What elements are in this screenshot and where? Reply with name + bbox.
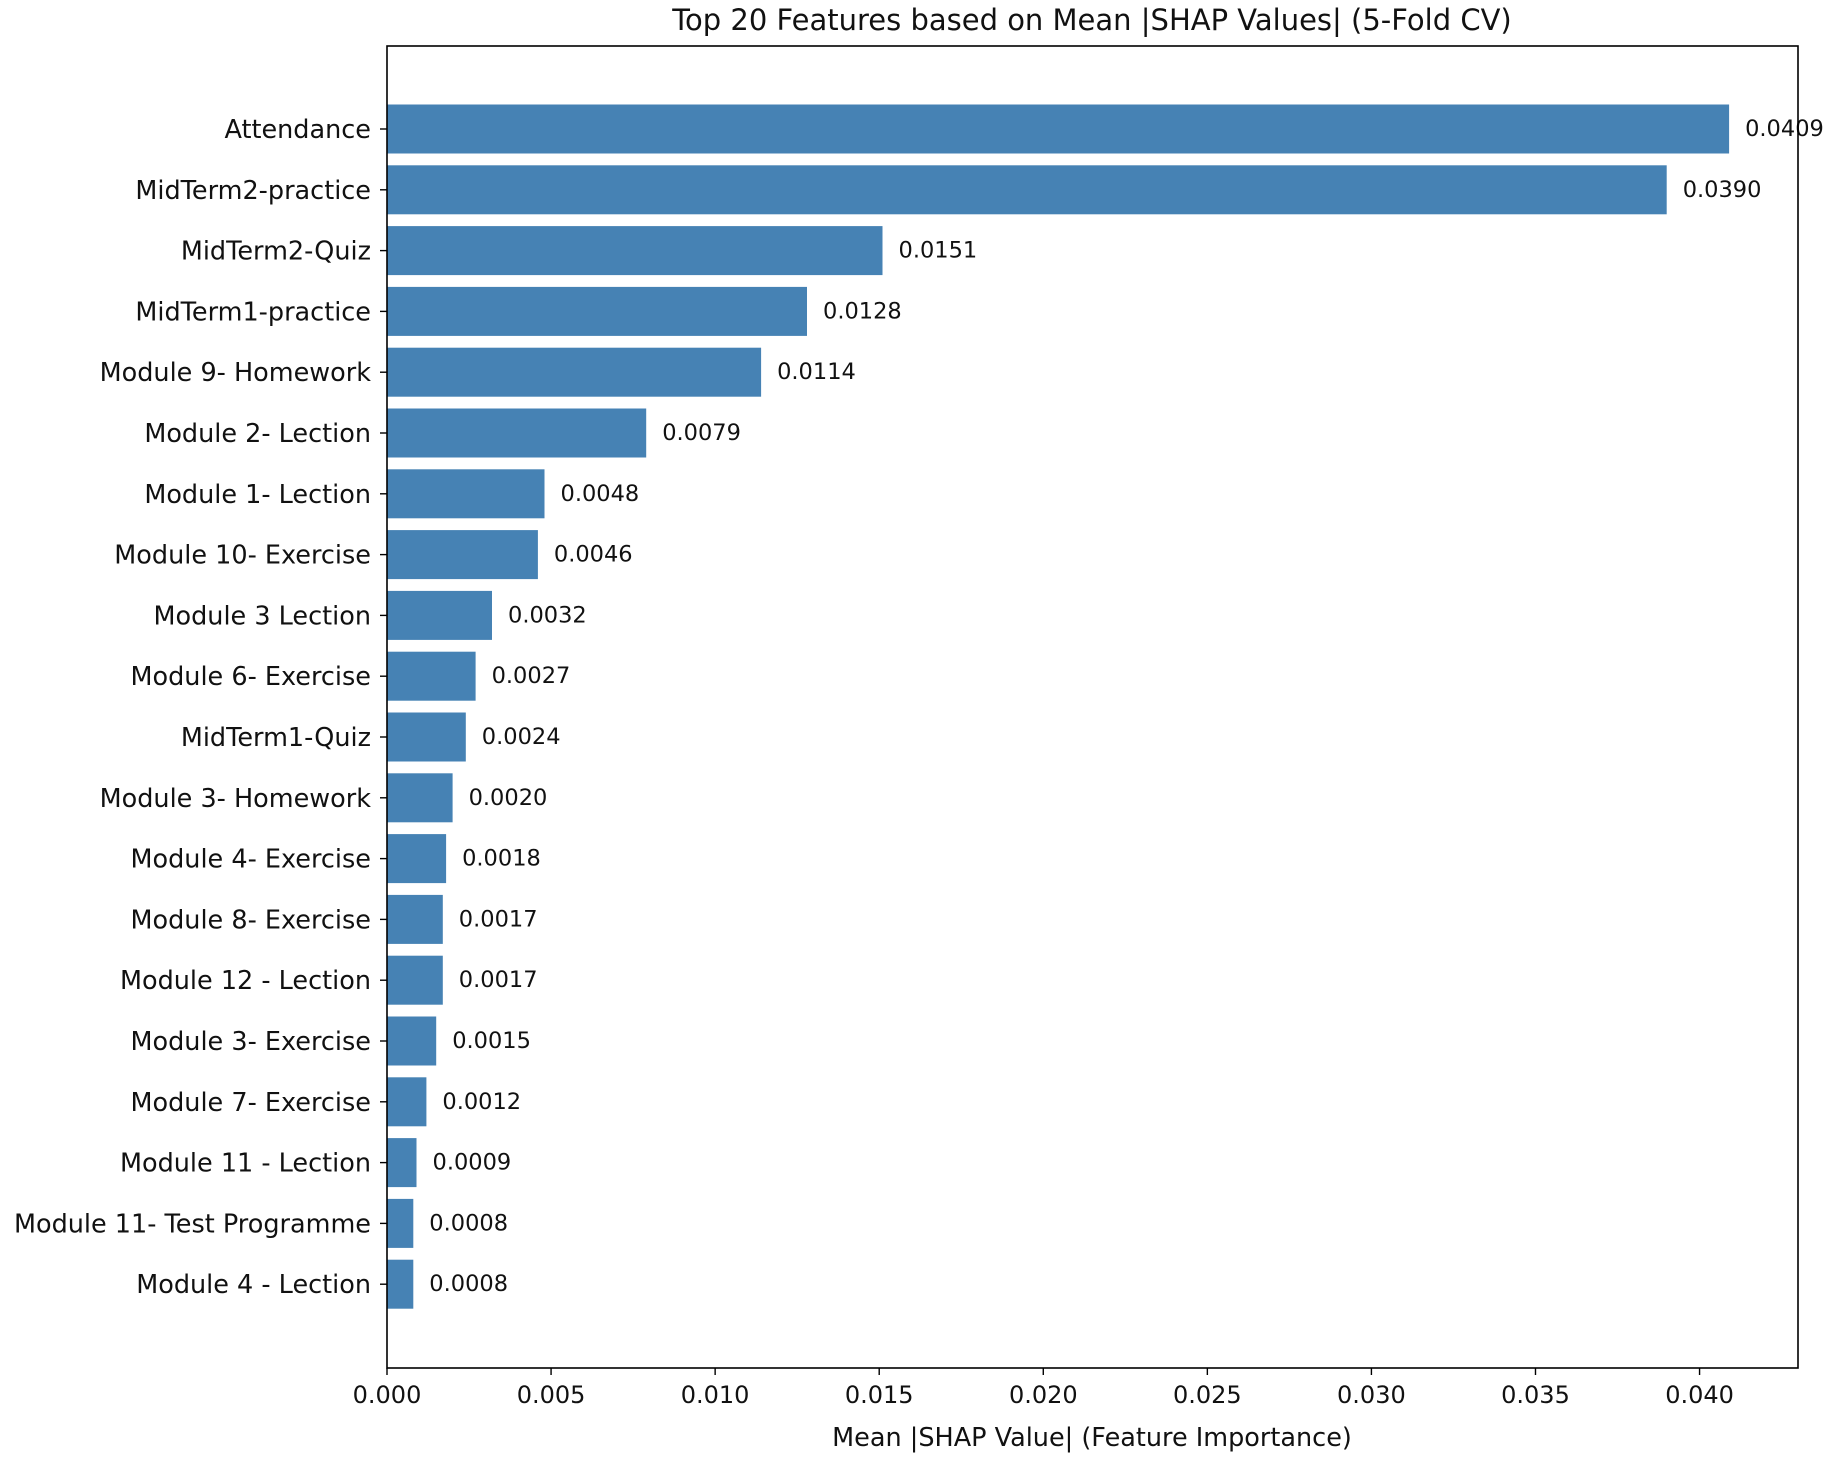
- y-tick-label: Module 12 - Lection: [120, 966, 371, 996]
- bar-value-label: 0.0008: [429, 1210, 508, 1236]
- bar: [387, 712, 466, 762]
- bar: [387, 1016, 437, 1066]
- bar-value-label: 0.0018: [462, 846, 541, 872]
- bar: [387, 104, 1730, 154]
- bar: [387, 1077, 427, 1127]
- bar: [387, 590, 492, 640]
- x-tick-label: 0.040: [1665, 1381, 1734, 1409]
- x-tick-label: 0.000: [353, 1381, 422, 1409]
- bar-value-label: 0.0027: [492, 663, 571, 689]
- x-tick-label: 0.025: [1173, 1381, 1242, 1409]
- y-tick-label: Module 11- Test Programme: [14, 1209, 371, 1239]
- bar-value-label: 0.0128: [823, 298, 902, 324]
- bar: [387, 894, 443, 944]
- bar: [387, 651, 476, 701]
- bar-value-label: 0.0032: [508, 602, 587, 628]
- bars-group: Attendance 0.0409 MidTerm2-practice 0.0390 M…: [14, 104, 1824, 1309]
- y-tick-label: MidTerm1-Quiz: [181, 723, 371, 753]
- bar-value-label: 0.0046: [554, 542, 633, 568]
- bar-value-label: 0.0009: [433, 1150, 512, 1176]
- bar: [387, 469, 545, 519]
- chart-title: Top 20 Features based on Mean |SHAP Valu…: [671, 3, 1512, 37]
- bar: [387, 226, 883, 276]
- bar: [387, 286, 807, 336]
- bar: [387, 530, 538, 580]
- y-tick-label: Module 8- Exercise: [131, 905, 371, 935]
- bar-value-label: 0.0024: [482, 724, 561, 750]
- plot-frame: [386, 45, 1799, 1369]
- y-tick-label: Module 3- Homework: [100, 784, 372, 814]
- bar: [387, 955, 443, 1005]
- bar-value-label: 0.0008: [429, 1271, 508, 1297]
- bar-value-label: 0.0151: [899, 238, 978, 264]
- bar: [387, 1198, 414, 1248]
- x-tick-label: 0.020: [1009, 1381, 1078, 1409]
- y-tick-label: Module 11 - Lection: [120, 1149, 371, 1179]
- y-tick-label: Attendance: [224, 115, 371, 145]
- bar: [387, 834, 447, 884]
- bar-value-label: 0.0048: [561, 481, 640, 507]
- bar: [387, 347, 762, 397]
- y-tick-label: Module 3- Exercise: [131, 1027, 371, 1057]
- y-tick-label: Module 2- Lection: [144, 419, 371, 449]
- bar-value-label: 0.0409: [1745, 116, 1824, 142]
- bar-value-label: 0.0017: [459, 906, 538, 932]
- y-tick-label: MidTerm1-practice: [135, 297, 371, 327]
- x-axis-label: Mean |SHAP Value| (Feature Importance): [832, 1423, 1352, 1453]
- x-axis-ticks: 0.000 0.005 0.010 0.015 0.020 0.025 0.030 0.035…: [353, 1368, 1734, 1409]
- y-tick-label: Module 4 - Lection: [136, 1270, 371, 1300]
- y-tick-label: Module 1- Lection: [144, 480, 371, 510]
- y-tick-label: Module 4- Exercise: [131, 845, 371, 875]
- bar: [387, 165, 1667, 215]
- x-tick-label: 0.035: [1501, 1381, 1570, 1409]
- bar-value-label: 0.0017: [459, 967, 538, 993]
- y-tick-label: MidTerm2-practice: [135, 176, 371, 206]
- bar-value-label: 0.0012: [442, 1089, 521, 1115]
- bar-value-label: 0.0015: [452, 1028, 531, 1054]
- y-tick-label: Module 7- Exercise: [131, 1088, 371, 1118]
- x-tick-label: 0.005: [517, 1381, 586, 1409]
- y-tick-label: Module 9- Homework: [100, 358, 372, 388]
- bar-value-label: 0.0390: [1683, 177, 1762, 203]
- x-tick-label: 0.015: [845, 1381, 914, 1409]
- y-tick-label: MidTerm2-Quiz: [181, 237, 371, 267]
- bar: [387, 1259, 414, 1309]
- y-tick-label: Module 10- Exercise: [114, 541, 371, 571]
- bar: [387, 408, 647, 458]
- bar-value-label: 0.0114: [777, 359, 856, 385]
- bar: [387, 1138, 417, 1188]
- y-tick-label: Module 3 Lection: [154, 601, 371, 631]
- bar-value-label: 0.0079: [662, 420, 741, 446]
- y-tick-label: Module 6- Exercise: [131, 662, 371, 692]
- x-tick-label: 0.030: [1337, 1381, 1406, 1409]
- bar-value-label: 0.0020: [469, 785, 548, 811]
- bar: [387, 773, 453, 823]
- x-tick-label: 0.010: [681, 1381, 750, 1409]
